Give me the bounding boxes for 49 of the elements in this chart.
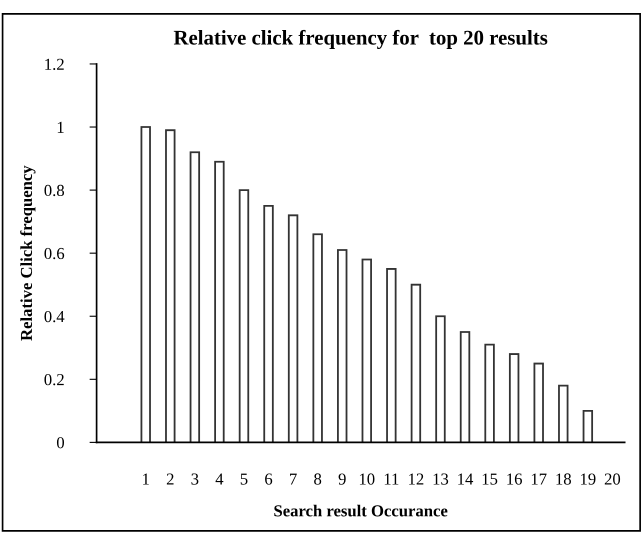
x-axis-title: Search result Occurance <box>274 504 448 516</box>
bar <box>410 284 422 442</box>
y-tick-label: 0.4 <box>44 310 64 322</box>
chart-title: Relative click frequency for top 20 results <box>174 30 548 50</box>
bar <box>534 362 544 442</box>
bar <box>582 410 594 442</box>
x-tick-label: 12 <box>409 473 424 485</box>
bar <box>263 204 274 442</box>
x-tick-label: 4 <box>216 474 224 485</box>
bar <box>214 160 225 442</box>
bar <box>238 189 250 442</box>
bar <box>337 249 348 442</box>
y-tick-label: 0.8 <box>44 184 64 196</box>
x-tick-label: 15 <box>482 474 498 485</box>
x-tick-label: 8 <box>314 473 322 485</box>
y-tick-label: 1.2 <box>45 58 64 70</box>
x-tick-label: 6 <box>265 473 272 485</box>
bar <box>460 331 470 442</box>
bar <box>140 126 151 442</box>
x-tick-label: 20 <box>604 473 620 485</box>
x-tick-label: 11 <box>384 474 398 485</box>
bar <box>386 268 397 442</box>
bar <box>558 384 568 442</box>
x-tick-label: 5 <box>240 474 248 485</box>
bar <box>362 258 372 442</box>
bar <box>312 233 323 442</box>
x-tick-label: 9 <box>338 473 346 485</box>
x-tick-label: 1 <box>143 474 149 485</box>
x-tick-label: 19 <box>580 473 596 485</box>
bar <box>484 344 495 442</box>
y-tick-label: 0.6 <box>44 248 64 260</box>
bar <box>288 214 298 442</box>
bar <box>190 151 200 442</box>
y-tick-label: 1 <box>58 122 64 133</box>
x-tick-label: 17 <box>532 474 547 485</box>
y-tick-label: 0 <box>56 437 64 448</box>
x-tick-label: 16 <box>507 473 522 485</box>
x-tick-label: 18 <box>556 473 571 485</box>
x-tick-label: 7 <box>290 474 297 485</box>
x-tick-label: 10 <box>360 473 374 485</box>
bar <box>435 315 446 442</box>
x-tick-label: 14 <box>458 474 474 485</box>
x-tick-label: 2 <box>166 473 174 485</box>
y-axis-title: Relative Click frequency <box>20 166 36 341</box>
x-tick-label: 3 <box>191 473 198 485</box>
y-tick-label: 0.2 <box>44 374 64 386</box>
bar <box>165 129 176 442</box>
bar <box>508 353 520 442</box>
x-tick-label: 13 <box>434 473 448 485</box>
